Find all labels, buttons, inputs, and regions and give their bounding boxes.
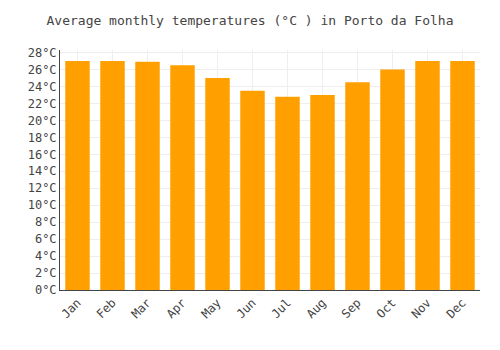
svg-text:28°C: 28°C: [28, 46, 57, 60]
svg-text:Feb: Feb: [94, 296, 119, 321]
svg-text:Nov: Nov: [409, 296, 434, 321]
svg-text:Apr: Apr: [164, 296, 189, 321]
svg-text:20°C: 20°C: [28, 114, 57, 128]
svg-text:12°C: 12°C: [28, 181, 57, 195]
svg-text:0°C: 0°C: [35, 283, 57, 297]
svg-text:16°C: 16°C: [28, 148, 57, 162]
svg-text:26°C: 26°C: [28, 63, 57, 77]
svg-text:2°C: 2°C: [35, 266, 57, 280]
svg-text:24°C: 24°C: [28, 80, 57, 94]
svg-text:10°C: 10°C: [28, 198, 57, 212]
svg-text:Dec: Dec: [444, 296, 469, 321]
svg-text:Oct: Oct: [374, 296, 399, 321]
svg-text:Jan: Jan: [59, 296, 84, 321]
svg-text:6°C: 6°C: [35, 232, 57, 246]
svg-text:Sep: Sep: [339, 296, 364, 321]
svg-text:Jul: Jul: [269, 296, 294, 321]
svg-text:Aug: Aug: [304, 296, 329, 321]
svg-text:14°C: 14°C: [28, 164, 57, 178]
svg-text:Mar: Mar: [129, 296, 154, 321]
svg-text:18°C: 18°C: [28, 131, 57, 145]
svg-text:Average monthly temperatures (: Average monthly temperatures (°C ) in Po…: [47, 13, 454, 28]
svg-text:Jun: Jun: [234, 296, 259, 321]
svg-text:8°C: 8°C: [35, 215, 57, 229]
svg-text:22°C: 22°C: [28, 97, 57, 111]
svg-text:4°C: 4°C: [35, 249, 57, 263]
svg-text:May: May: [199, 296, 224, 321]
